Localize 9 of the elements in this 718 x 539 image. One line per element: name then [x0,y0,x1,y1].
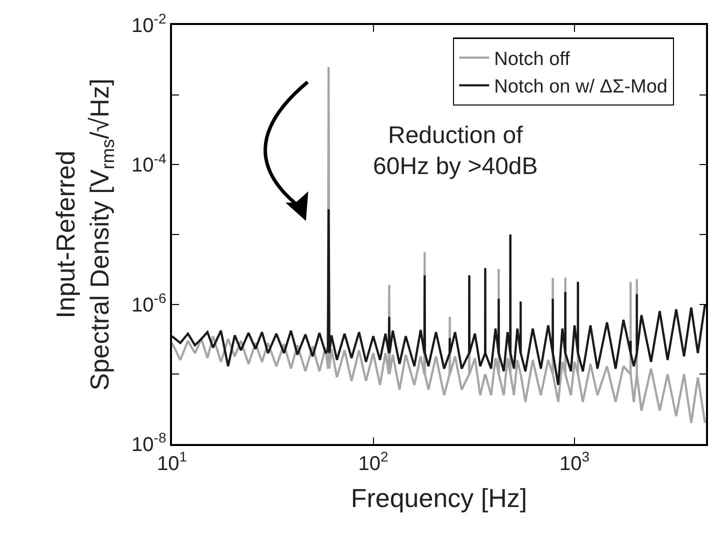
y-tick-label: 10$^{-4}$ [132,150,166,177]
legend-label: Notch on w/ ΔΣ-Mod [494,76,668,98]
annotation: Reduction of 60Hz by >40dB [373,122,538,180]
y-tick-label: 10$^{-2}$ [132,10,166,37]
y-tick-label: 10$^{-6}$ [132,290,166,316]
x-axis-title: Frequency [Hz] [350,482,528,513]
x-tick-label: 10$^{2}$ [358,448,388,475]
legend-label: Notch off [494,49,571,70]
x-tick-label: 10$^{3}$ [560,448,590,475]
